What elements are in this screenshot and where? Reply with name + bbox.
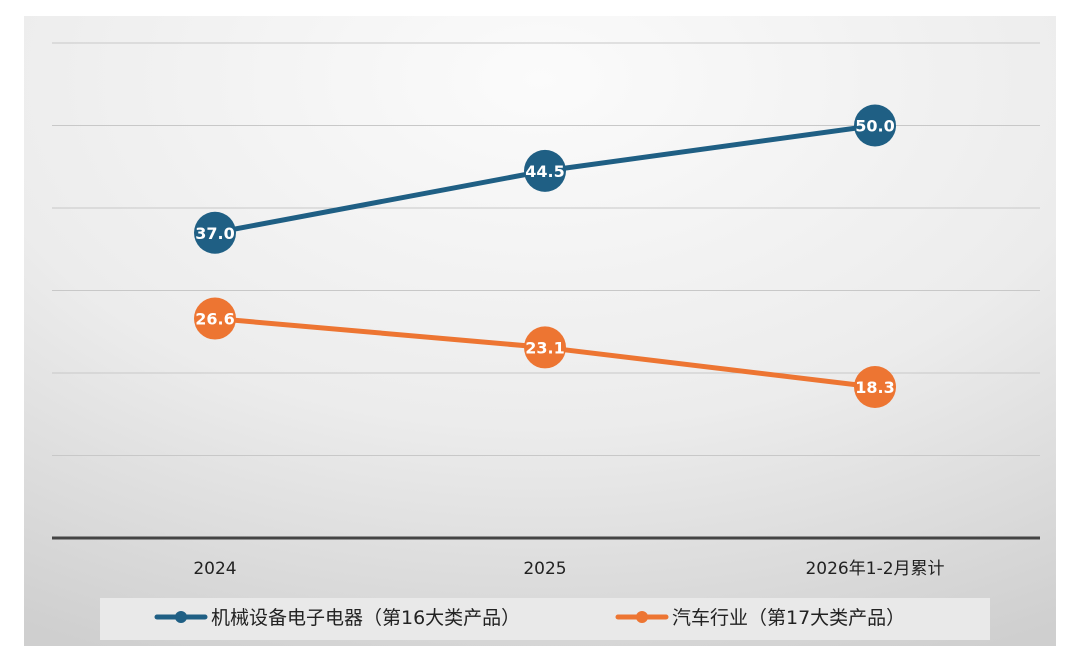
legend-label: 汽车行业（第17大类产品）: [672, 607, 905, 629]
data-label: 44.5: [525, 162, 564, 181]
legend-item[interactable]: 汽车行业（第17大类产品）: [615, 607, 905, 629]
data-point[interactable]: [524, 326, 566, 369]
x-tick-label: 2025: [523, 559, 566, 579]
x-tick-label: 2024: [193, 559, 236, 579]
series-group: 37.0 44.5 50.0 26.6 23.1 18.3: [194, 104, 896, 409]
legend-item[interactable]: 机械设备电子电器（第16大类产品）: [154, 607, 520, 629]
data-point[interactable]: [524, 149, 566, 192]
x-tick-label: 2026年1-2月累计: [805, 559, 944, 579]
legend-swatch-marker: [636, 611, 648, 623]
series-1: 37.0 44.5 50.0: [194, 104, 896, 254]
gridlines: [52, 42, 1040, 456]
data-label: 50.0: [855, 117, 894, 136]
data-label: 23.1: [525, 338, 564, 357]
legend-swatch-marker: [175, 611, 187, 623]
legend-label: 机械设备电子电器（第16大类产品）: [211, 607, 520, 629]
series-2: 26.6 23.1 18.3: [194, 297, 896, 409]
legend: 机械设备电子电器（第16大类产品） 汽车行业（第17大类产品）: [100, 598, 990, 640]
data-point[interactable]: [854, 366, 896, 409]
data-point[interactable]: [194, 211, 236, 254]
data-label: 18.3: [855, 378, 894, 397]
data-point[interactable]: [194, 297, 236, 340]
data-label: 26.6: [195, 310, 234, 329]
x-axis: 2024 2025 2026年1-2月累计: [52, 536, 1040, 579]
legend-background: [100, 598, 990, 640]
data-label: 37.0: [195, 224, 234, 243]
data-point[interactable]: [854, 104, 896, 147]
